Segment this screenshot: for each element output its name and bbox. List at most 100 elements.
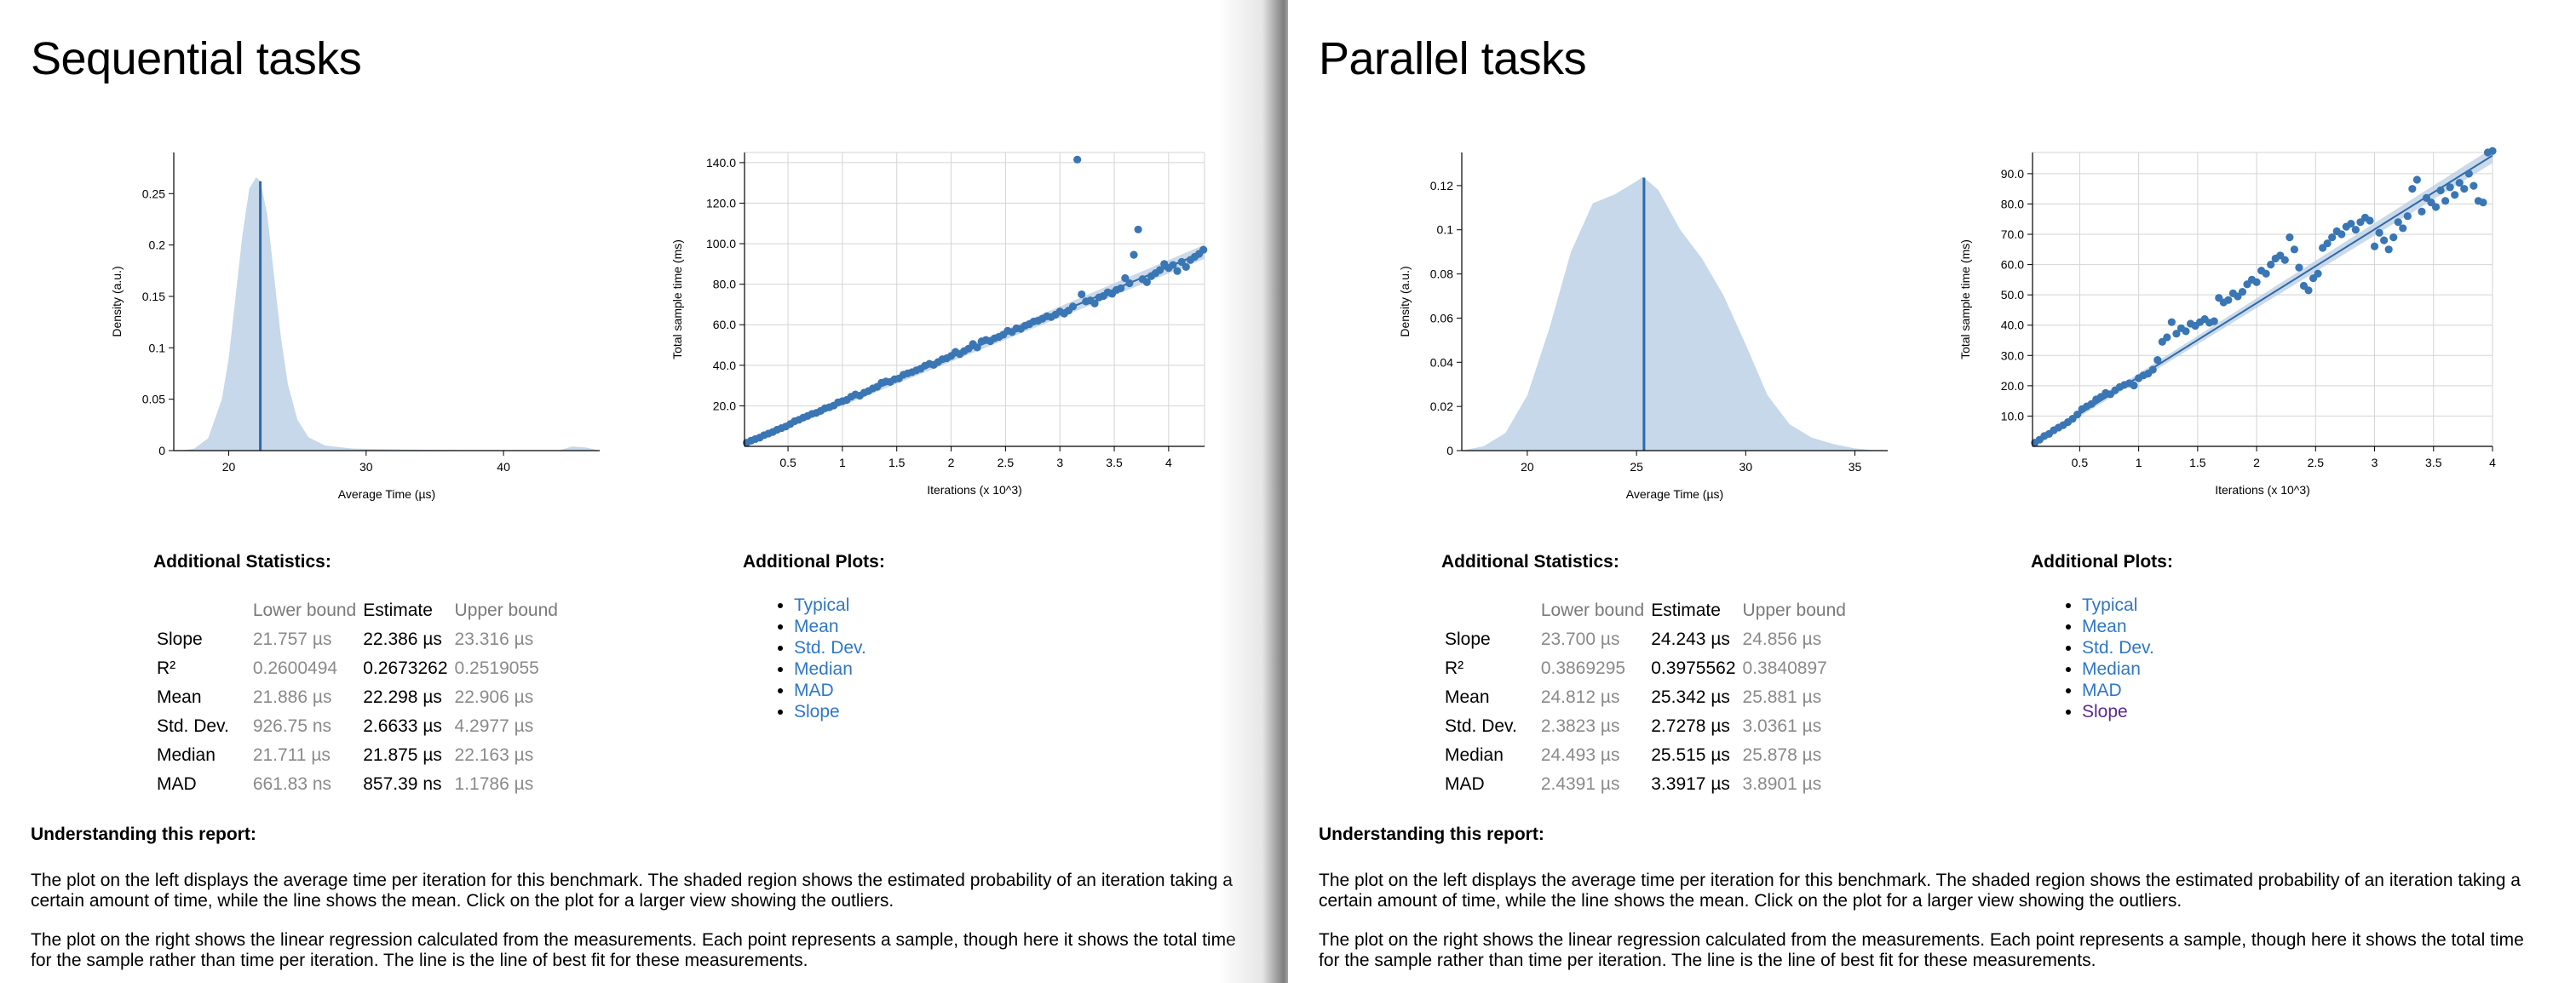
- sample-point: [2290, 245, 2298, 254]
- x-tick-label: 35: [1849, 460, 1862, 474]
- understanding-heading: Understanding this report:: [1319, 825, 1544, 844]
- sample-point: [2446, 183, 2454, 192]
- row-label: Mean: [157, 687, 202, 707]
- sample-point: [2384, 245, 2393, 254]
- lower-bound-value: 2.3823 µs: [1540, 716, 1620, 736]
- plot-link-std-dev[interactable]: Std. Dev.: [2082, 638, 2154, 658]
- additional-plots-heading: Additional Plots:: [2031, 552, 2173, 572]
- y-tick-label: 40.0: [713, 359, 736, 372]
- sample-point: [1125, 279, 1134, 288]
- y-tick-label: 60.0: [713, 318, 736, 331]
- y-tick-label: 100.0: [706, 237, 736, 250]
- lower-bound-value: 21.886 µs: [252, 687, 332, 707]
- x-axis-label: Iterations (x 10^3): [927, 483, 1022, 497]
- sample-point: [1134, 225, 1142, 234]
- table-row: R² 0.2600494 0.2673262 0.2519055: [153, 654, 561, 683]
- plot-link-mean[interactable]: Mean: [2082, 617, 2127, 636]
- sample-point: [1182, 262, 1190, 272]
- row-label: MAD: [157, 774, 197, 794]
- list-item: MAD: [794, 680, 866, 701]
- explanation-paragraph-regression: The plot on the right shows the linear r…: [1319, 930, 2524, 970]
- x-tick-label: 0.5: [2072, 456, 2089, 469]
- pdf-plot[interactable]: 0 0.02 0.04 0.06 0.08 0.1 0.12 20 25 30 35 Average …: [1398, 149, 1893, 507]
- regression-plot[interactable]: 20.0 40.0 60.0 80.0 100.0 120.0 140.0 0.5 1 1.5 2 2…: [664, 149, 1227, 507]
- sample-point: [2347, 219, 2355, 228]
- upper-bound-value: 25.881 µs: [1742, 687, 1822, 707]
- list-item: MAD: [2082, 680, 2154, 701]
- y-tick-label: 80.0: [2001, 197, 2024, 210]
- sample-point: [1130, 250, 1138, 259]
- x-tick-label: 1: [839, 456, 846, 469]
- sample-point: [2280, 256, 2289, 264]
- list-item: Typical: [794, 595, 866, 616]
- estimate-value: 3.3917 µs: [1651, 774, 1730, 794]
- estimate-value: 857.39 ns: [363, 774, 442, 794]
- upper-bound-value: 3.8901 µs: [1742, 774, 1822, 794]
- y-tick-label: 20.0: [713, 399, 736, 412]
- plot-link-slope[interactable]: Slope: [2082, 702, 2128, 721]
- y-tick-label: 0.2: [149, 239, 166, 252]
- sample-point: [1117, 284, 1125, 293]
- sample-point: [1156, 266, 1164, 274]
- statistics-table: Lower bound Estimate Upper bound Slope 23…: [1441, 596, 1849, 799]
- lower-bound-value: 926.75 ns: [252, 716, 332, 736]
- density-area: [181, 176, 600, 451]
- estimate-value: 22.386 µs: [363, 629, 442, 649]
- upper-bound-value: 0.3840897: [1742, 658, 1827, 678]
- sample-point: [2408, 185, 2417, 193]
- x-tick-label: 25: [1630, 460, 1643, 474]
- estimate-value: 24.243 µs: [1651, 629, 1730, 649]
- sample-point: [2351, 226, 2360, 234]
- plot-link-std-dev[interactable]: Std. Dev.: [794, 638, 866, 658]
- density-area: [1462, 176, 1877, 451]
- sample-point: [2470, 181, 2478, 190]
- pane-divider: [1218, 0, 1298, 983]
- pdf-plot[interactable]: 0 0.05 0.1 0.15 0.2 0.25 20 30 40 Average Time (µ…: [110, 149, 605, 507]
- sample-point: [2267, 260, 2275, 269]
- explanation-paragraph-pdf: The plot on the left displays the averag…: [31, 871, 1233, 911]
- plot-link-mad[interactable]: MAD: [794, 681, 834, 700]
- x-axis-label: Iterations (x 10^3): [2215, 483, 2310, 497]
- list-item: Typical: [2082, 595, 2154, 616]
- row-label: Slope: [1445, 629, 1491, 649]
- sample-point: [2224, 296, 2233, 304]
- list-item: Mean: [2082, 616, 2154, 637]
- plot-link-median[interactable]: Median: [2082, 659, 2141, 679]
- upper-bound-value: 22.906 µs: [454, 687, 534, 707]
- y-tick-label: 0.06: [1430, 311, 1453, 325]
- estimate-value: 25.515 µs: [1651, 745, 1730, 765]
- plot-link-typical[interactable]: Typical: [794, 595, 850, 615]
- sample-point: [2366, 216, 2374, 225]
- sample-point: [1090, 299, 1099, 308]
- pane-sequential: Sequential tasks 0 0.05 0.1 0.15 0.2 0.25 20 30…: [0, 0, 1282, 983]
- table-header-row: Lower bound Estimate Upper bound: [1441, 596, 1849, 625]
- lower-bound-value: 21.711 µs: [252, 745, 331, 765]
- x-tick-label: 2.5: [998, 456, 1015, 469]
- plot-link-median[interactable]: Median: [794, 659, 853, 679]
- x-tick-label: 2.5: [2308, 456, 2325, 469]
- upper-bound-value: 3.0361 µs: [1742, 716, 1822, 736]
- plot-link-typical[interactable]: Typical: [2082, 595, 2138, 615]
- plot-link-slope[interactable]: Slope: [794, 702, 840, 721]
- y-tick-label: 80.0: [713, 278, 736, 291]
- row-label: Std. Dev.: [1445, 716, 1517, 736]
- plot-link-mad[interactable]: MAD: [2082, 681, 2122, 700]
- sample-point: [2328, 233, 2337, 242]
- lower-bound-value: 661.83 ns: [252, 774, 332, 794]
- upper-bound-value: 23.316 µs: [454, 629, 534, 649]
- y-tick-label: 40.0: [2001, 319, 2024, 332]
- row-label: R²: [1445, 658, 1464, 678]
- sample-point: [1169, 261, 1177, 269]
- plot-link-mean[interactable]: Mean: [794, 617, 839, 636]
- sample-point: [2337, 230, 2346, 239]
- lower-bound-value: 0.3869295: [1540, 658, 1626, 678]
- row-label: Median: [1445, 745, 1504, 765]
- sample-point: [2295, 263, 2303, 272]
- sample-point: [2412, 175, 2421, 184]
- y-tick-label: 50.0: [2001, 288, 2024, 302]
- y-tick-label: 60.0: [2001, 258, 2024, 272]
- list-item: Median: [2082, 658, 2154, 680]
- column-header-estimate: Estimate: [1651, 601, 1721, 620]
- regression-plot[interactable]: 10.0 20.0 30.0 40.0 50.0 60.0 70.0 80.0 90.0 0.5 1…: [1952, 147, 2515, 507]
- row-label: R²: [157, 658, 176, 678]
